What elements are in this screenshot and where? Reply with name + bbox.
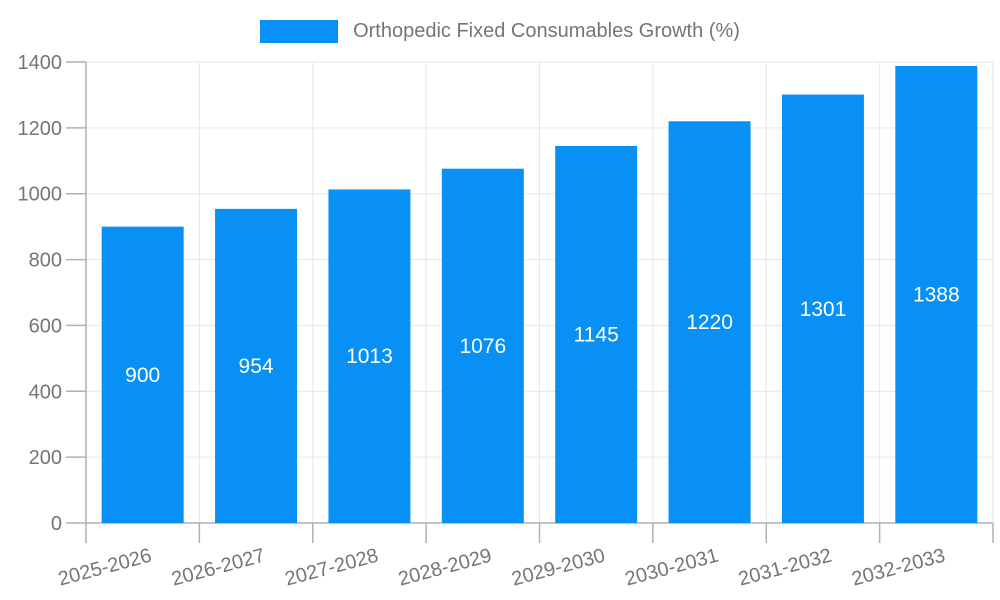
y-axis-tick-label: 0 — [51, 513, 62, 535]
bar-value-label: 1301 — [800, 298, 847, 321]
bar-value-label: 1388 — [913, 283, 960, 306]
x-axis-tick-label: 2026-2027 — [169, 545, 267, 591]
bar-2030-2031[interactable] — [668, 121, 751, 524]
bar-value-label: 900 — [125, 364, 160, 387]
bar-2026-2027[interactable] — [215, 208, 298, 523]
x-axis-tick-label: 2027-2028 — [283, 545, 381, 591]
x-axis-tick-label: 2029-2030 — [509, 545, 607, 591]
chart-legend[interactable]: Orthopedic Fixed Consumables Growth (%) — [0, 20, 1000, 43]
bar-value-label: 1076 — [459, 335, 506, 358]
bar-2025-2026[interactable] — [101, 226, 184, 523]
legend-swatch — [260, 20, 339, 43]
bar-2029-2030[interactable] — [555, 145, 638, 524]
x-axis-tick-label: 2025-2026 — [56, 545, 154, 591]
y-axis-tick-label: 1000 — [18, 184, 63, 206]
x-axis-tick-label: 2031-2032 — [736, 545, 834, 591]
bar-value-label: 954 — [239, 355, 274, 378]
bar-2031-2032[interactable] — [781, 94, 864, 523]
legend-label: Orthopedic Fixed Consumables Growth (%) — [353, 20, 740, 42]
y-axis-tick-label: 400 — [29, 381, 62, 403]
bar-value-label: 1145 — [574, 323, 619, 346]
bar-value-label: 1220 — [686, 311, 733, 334]
y-axis-tick-label: 600 — [29, 315, 62, 337]
x-axis-tick-label: 2028-2029 — [396, 545, 494, 591]
y-axis-tick-label: 1200 — [18, 118, 63, 140]
x-axis-tick-label: 2032-2033 — [850, 545, 948, 591]
bar-2032-2033[interactable] — [895, 65, 978, 524]
y-axis-tick-label: 1400 — [18, 52, 63, 74]
x-axis-tick-label: 2030-2031 — [623, 545, 721, 591]
y-axis-tick-label: 200 — [29, 447, 62, 469]
bar-2027-2028[interactable] — [328, 189, 411, 523]
y-axis-tick-label: 800 — [29, 250, 62, 272]
bar-2028-2029[interactable] — [441, 168, 524, 523]
bar-value-label: 1013 — [346, 345, 393, 368]
